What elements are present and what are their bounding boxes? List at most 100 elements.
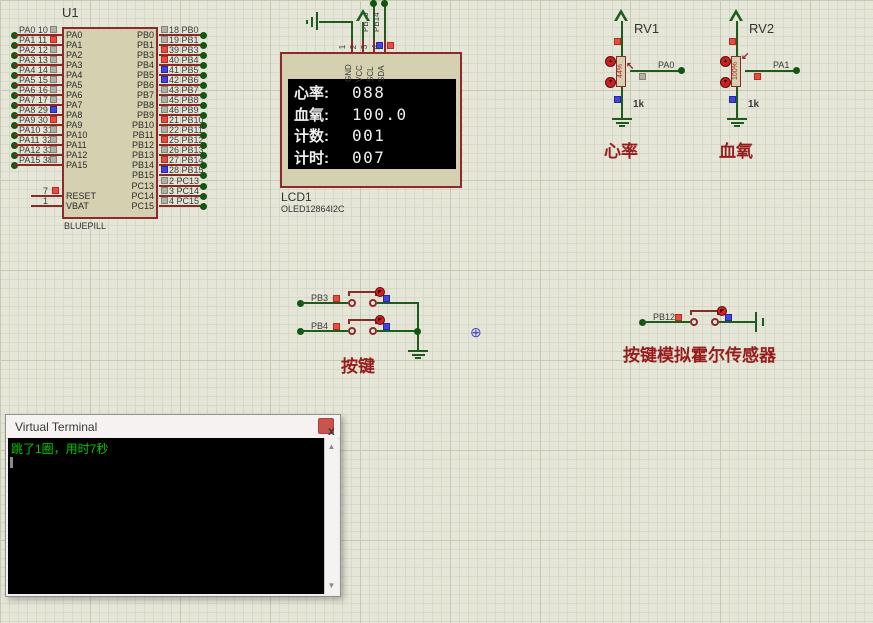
pin-state-indicator xyxy=(50,106,57,113)
mcu-pin-name: PA5 xyxy=(66,80,83,90)
scroll-down-arrow[interactable]: ▼ xyxy=(327,581,336,590)
mcu-pin-name: PB1 xyxy=(136,40,154,50)
mcu-pin-wire xyxy=(159,54,205,56)
mcu-pin-name: PB12 xyxy=(131,140,154,150)
pot-bottom-wire xyxy=(621,87,623,118)
mcu-pin-wire xyxy=(159,154,205,156)
button-cap-tick xyxy=(690,310,692,315)
close-button[interactable]: x xyxy=(318,418,335,438)
button-terminal xyxy=(348,327,356,335)
pot-decrease-button[interactable]: ▼ xyxy=(605,77,616,88)
pot-increase-button[interactable]: ▲ xyxy=(720,56,731,67)
pin-end-dot xyxy=(200,193,207,200)
mcu-pin-wire xyxy=(159,174,205,176)
oled-pin-state-indicator xyxy=(387,42,394,49)
net-wire xyxy=(745,70,797,72)
button-terminal xyxy=(690,318,698,326)
mcu-pin-name: PB13 xyxy=(131,150,154,160)
scroll-up-arrow[interactable]: ▲ xyxy=(327,442,336,451)
pin-net-label: 25 PB12 xyxy=(169,135,204,145)
pin-state-indicator xyxy=(161,66,168,73)
oled-line-value: 001 xyxy=(352,126,386,146)
net-wire xyxy=(630,70,682,72)
pin-net-label: PA0 10 xyxy=(19,25,48,35)
button-actuator[interactable] xyxy=(717,306,727,316)
pin-net-label: 39 PB3 xyxy=(169,45,199,55)
mcu-pin-wire xyxy=(159,104,205,106)
pin-net-label: 2 PC13 xyxy=(169,176,200,186)
pin-end-dot xyxy=(793,67,800,74)
mcu-pin-name: PA6 xyxy=(66,90,83,100)
net-wire xyxy=(377,302,418,304)
pin-number: 7 xyxy=(43,186,49,196)
window-title: Virtual Terminal xyxy=(15,420,98,434)
mcu-pin-wire xyxy=(14,144,62,146)
oled-screen-line: 心率: 088 xyxy=(294,82,456,104)
mcu-pin-wire xyxy=(159,34,205,36)
terminal-output-area[interactable]: 跳了1圈，用时7秒 xyxy=(8,438,324,594)
pin-state-indicator xyxy=(50,86,57,93)
mcu-pin-wire xyxy=(14,154,62,156)
window-titlebar[interactable]: Virtual Terminal x xyxy=(6,415,340,439)
oled-pin-stub xyxy=(351,40,353,53)
pot-decrease-button[interactable]: ▼ xyxy=(720,77,731,88)
pot-value-label: 1k xyxy=(633,99,645,110)
mcu-part-label: BLUEPILL xyxy=(64,221,107,231)
oled-pin-number: 1 xyxy=(338,44,348,50)
pot-body[interactable]: 44% xyxy=(616,56,626,87)
button-terminal xyxy=(369,299,377,307)
ground-icon xyxy=(616,122,629,124)
pin-net-label: PA5 15 xyxy=(19,75,48,85)
mcu-pin-name: PA9 xyxy=(66,120,83,130)
pin-end-dot xyxy=(200,152,207,159)
pin-net-label: PA11 32 xyxy=(19,135,53,145)
oled-screen-line: 血氧: 100.0 xyxy=(294,104,456,126)
pin-net-label: 43 PB7 xyxy=(169,85,199,95)
virtual-terminal-window[interactable]: Virtual Terminal x 跳了1圈，用时7秒 ▲ ▼ xyxy=(5,414,341,597)
pin-state-indicator xyxy=(161,187,168,194)
mcu-pin-wire xyxy=(159,185,205,187)
pin-state-indicator xyxy=(50,136,57,143)
pin-state-indicator xyxy=(161,26,168,33)
ground-icon xyxy=(412,354,425,356)
scrollbar[interactable]: ▲ ▼ xyxy=(324,438,338,594)
mcu-pin-name: PB15 xyxy=(131,170,154,180)
pin-state-indicator xyxy=(161,46,168,53)
pin-end-dot xyxy=(200,162,207,169)
pin-net-label: 42 PB6 xyxy=(169,75,199,85)
button-cap xyxy=(348,319,377,321)
pin-state-indicator xyxy=(161,96,168,103)
gnd-wire xyxy=(351,21,353,40)
mcu-pin-name: VBAT xyxy=(66,201,89,211)
oled-line-value: 100.0 xyxy=(352,104,408,124)
button-terminal xyxy=(348,299,356,307)
pin-state-indicator xyxy=(333,323,340,330)
mcu-pin-wire xyxy=(31,195,62,197)
mcu-pin-name: PB0 xyxy=(136,30,154,40)
pot-body[interactable]: 100% xyxy=(731,56,741,87)
oled-pin-name: GND xyxy=(344,64,353,82)
mcu-pin-name: RESET xyxy=(66,191,97,201)
pin-end-dot xyxy=(200,183,207,190)
pin-state-indicator xyxy=(161,56,168,63)
net-label: PB4 xyxy=(311,321,329,331)
pin-state-indicator xyxy=(639,73,646,80)
oled-pin-stub xyxy=(373,40,375,53)
mcu-pin-wire xyxy=(159,114,205,116)
pot-wiper-arrow: ↖ xyxy=(626,61,635,72)
pin-net-label: PA7 17 xyxy=(19,95,48,105)
pot-increase-button[interactable]: ▲ xyxy=(605,56,616,67)
origin-marker-icon: ⊕ xyxy=(470,324,482,340)
button-actuator[interactable] xyxy=(375,287,385,297)
mcu-pin-name: PC15 xyxy=(131,201,154,211)
button-cap-tick xyxy=(348,291,350,296)
close-icon: x xyxy=(328,424,335,438)
button-cap xyxy=(690,310,719,312)
mcu-body[interactable] xyxy=(62,27,158,219)
mcu-pin-name: PA1 xyxy=(66,40,83,50)
button-actuator[interactable] xyxy=(375,315,385,325)
mcu-pin-name: PA3 xyxy=(66,60,83,70)
pin-net-label: PA4 14 xyxy=(19,65,48,75)
pin-net-label: 19 PB1 xyxy=(169,35,199,45)
pin-net-label: 3 PC14 xyxy=(169,186,200,196)
